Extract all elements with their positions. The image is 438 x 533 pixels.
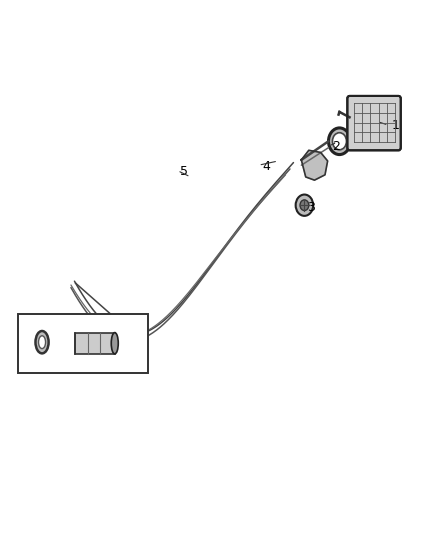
Circle shape xyxy=(300,200,309,211)
Ellipse shape xyxy=(35,331,49,353)
FancyBboxPatch shape xyxy=(347,96,401,150)
Ellipse shape xyxy=(39,336,46,349)
Text: 6: 6 xyxy=(91,313,99,326)
Bar xyxy=(18,314,148,373)
Ellipse shape xyxy=(332,133,346,150)
Text: 4: 4 xyxy=(262,160,270,173)
Text: 7: 7 xyxy=(64,341,71,354)
Text: 2: 2 xyxy=(332,140,340,152)
Ellipse shape xyxy=(328,128,350,155)
Circle shape xyxy=(296,195,313,216)
Polygon shape xyxy=(301,150,328,180)
Text: 1: 1 xyxy=(392,119,400,132)
Bar xyxy=(75,333,115,354)
Text: 5: 5 xyxy=(180,165,188,178)
Ellipse shape xyxy=(111,333,118,354)
Text: 3: 3 xyxy=(307,201,314,214)
